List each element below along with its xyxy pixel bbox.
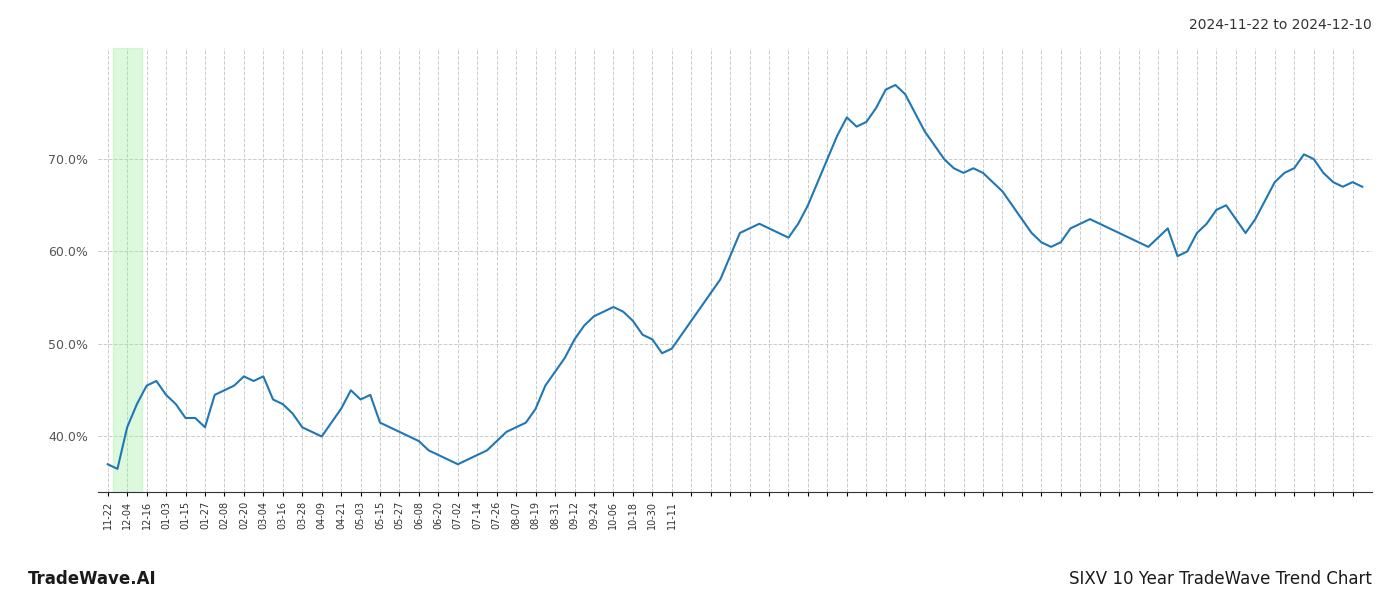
Text: TradeWave.AI: TradeWave.AI xyxy=(28,570,157,588)
Text: SIXV 10 Year TradeWave Trend Chart: SIXV 10 Year TradeWave Trend Chart xyxy=(1070,570,1372,588)
Bar xyxy=(112,48,141,492)
Text: 2024-11-22 to 2024-12-10: 2024-11-22 to 2024-12-10 xyxy=(1189,18,1372,32)
